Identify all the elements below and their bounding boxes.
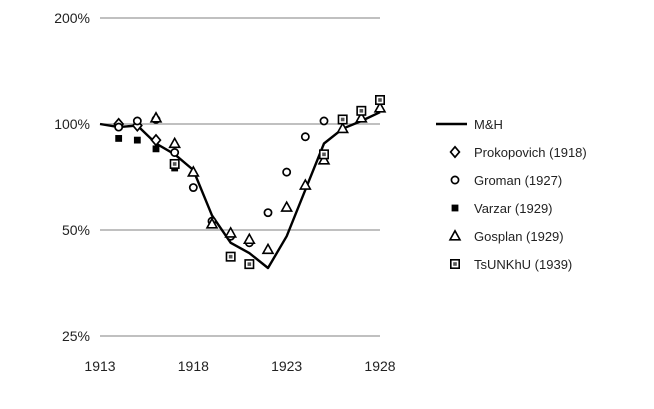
data-point-gosplan-1929 xyxy=(168,136,182,149)
legend-label: Prokopovich (1918) xyxy=(474,145,587,160)
legend-marker-swatch xyxy=(451,204,459,212)
legend-label: Groman (1927) xyxy=(474,173,562,188)
legend-label: M&H xyxy=(474,117,503,132)
data-point-gosplan-1929 xyxy=(354,111,368,123)
grid-lines xyxy=(100,17,380,231)
data-point-gosplan-1929 xyxy=(224,226,238,238)
data-point-tsunkhu-1939 xyxy=(374,94,385,105)
x-axis-ticks: 1913 1918 1923 1928 xyxy=(84,358,395,374)
data-point-gosplan-1929 xyxy=(280,200,294,212)
y-tick-label: 100% xyxy=(54,116,90,132)
data-point-groman-1927 xyxy=(188,183,198,192)
x-tick-label: 1928 xyxy=(364,358,395,374)
y-axis-ticks: 25% 50% 100% 200% xyxy=(54,10,90,344)
data-point-gosplan-1929 xyxy=(149,111,163,123)
y-tick-label: 200% xyxy=(54,10,90,26)
data-point-tsunkhu-1939 xyxy=(169,158,180,169)
x-tick-label: 1918 xyxy=(178,358,209,374)
data-point-groman-1927 xyxy=(132,116,142,126)
data-point-groman-1927 xyxy=(170,148,180,157)
data-point-gosplan-1929 xyxy=(242,232,256,245)
legend-label: TsUNKhU (1939) xyxy=(474,257,572,272)
legend-item-varzar-1929: Varzar (1929) xyxy=(451,201,553,216)
data-point-groman-1927 xyxy=(114,122,124,132)
plot-area xyxy=(99,94,387,270)
data-point-tsunkhu-1939 xyxy=(337,114,348,125)
data-point-groman-1927 xyxy=(263,208,273,218)
data-point-varzar-1929 xyxy=(115,135,123,142)
data-point-groman-1927 xyxy=(300,132,310,142)
data-point-gosplan-1929 xyxy=(373,101,387,113)
y-tick-label: 50% xyxy=(62,222,90,238)
series-line-m-h xyxy=(99,111,381,270)
y-tick-label: 25% xyxy=(62,328,90,344)
data-point-varzar-1929 xyxy=(133,136,141,144)
legend-item-tsunkhu-1939: TsUNKhU (1939) xyxy=(449,257,572,272)
legend-label: Varzar (1929) xyxy=(474,201,553,216)
legend-item-m-h: M&H xyxy=(436,117,503,132)
legend-marker-swatch xyxy=(448,229,462,241)
legend-marker-swatch xyxy=(449,258,460,269)
data-point-tsunkhu-1939 xyxy=(244,259,255,270)
data-point-gosplan-1929 xyxy=(186,165,200,177)
data-point-prokopovich-1918 xyxy=(150,133,162,147)
data-point-gosplan-1929 xyxy=(298,178,312,190)
legend: M&H Prokopovich (1918) Groman (1927) Varzar… xyxy=(436,117,587,272)
data-point-tsunkhu-1939 xyxy=(356,105,367,116)
legend-marker-swatch xyxy=(449,145,461,159)
legend-marker-swatch xyxy=(450,175,460,185)
legend-item-prokopovich-1918: Prokopovich (1918) xyxy=(449,145,587,160)
legend-item-gosplan-1929: Gosplan (1929) xyxy=(448,229,564,244)
legend-label: Gosplan (1929) xyxy=(474,229,564,244)
data-point-varzar-1929 xyxy=(152,145,160,153)
data-point-gosplan-1929 xyxy=(336,121,350,134)
data-point-tsunkhu-1939 xyxy=(318,149,329,160)
data-point-gosplan-1929 xyxy=(205,217,219,229)
x-tick-label: 1923 xyxy=(271,358,302,374)
data-point-groman-1927 xyxy=(282,167,292,177)
data-point-gosplan-1929 xyxy=(261,242,275,255)
x-tick-label: 1913 xyxy=(84,358,115,374)
data-point-groman-1927 xyxy=(319,116,329,126)
data-point-tsunkhu-1939 xyxy=(225,251,236,262)
legend-item-groman-1927: Groman (1927) xyxy=(450,173,562,188)
